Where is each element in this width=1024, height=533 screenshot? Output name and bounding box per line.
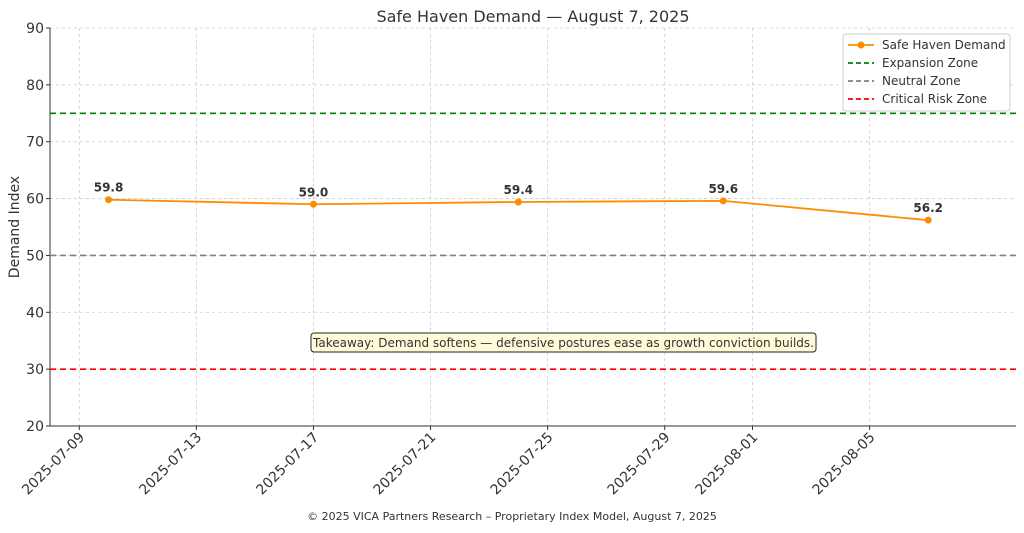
data-label: 59.6 bbox=[708, 182, 738, 196]
y-tick-label: 90 bbox=[26, 21, 44, 37]
series: 59.8 59.0 59.4 59.6 56.2 bbox=[94, 181, 943, 224]
x-tick-label: 2025-07-09 bbox=[19, 430, 88, 499]
chart-title: Safe Haven Demand — August 7, 2025 bbox=[376, 7, 689, 26]
y-axis-label: Demand Index bbox=[7, 176, 23, 278]
legend-label: Safe Haven Demand bbox=[882, 38, 1006, 52]
x-tick-label: 2025-07-13 bbox=[136, 430, 205, 499]
data-point bbox=[309, 200, 317, 208]
footer-credit: © 2025 VICA Partners Research – Propriet… bbox=[307, 510, 717, 523]
legend-box bbox=[842, 33, 1011, 112]
x-tick-label: 2025-07-29 bbox=[605, 430, 674, 499]
data-point bbox=[924, 216, 932, 224]
y-tick-label: 70 bbox=[26, 135, 44, 151]
y-tick-label: 50 bbox=[26, 248, 44, 264]
x-tick-label: 2025-07-25 bbox=[488, 430, 557, 499]
y-tick-label: 30 bbox=[26, 362, 44, 378]
x-tick-label: 2025-07-17 bbox=[253, 430, 322, 499]
annotation-box bbox=[310, 332, 817, 353]
reference-lines bbox=[50, 112, 1016, 370]
data-point bbox=[105, 196, 113, 204]
legend-marker bbox=[857, 41, 865, 49]
x-tick-label: 2025-07-21 bbox=[371, 430, 440, 499]
y-tick-label: 40 bbox=[26, 305, 44, 321]
data-label: 59.8 bbox=[94, 181, 124, 195]
annotation-text: Takeaway: Demand softens — defensive pos… bbox=[312, 336, 814, 350]
legend-label: Expansion Zone bbox=[882, 56, 978, 70]
x-tick-label: 2025-08-01 bbox=[693, 430, 762, 499]
legend-label: Neutral Zone bbox=[882, 74, 961, 88]
data-point bbox=[514, 198, 522, 206]
legend: Safe Haven Demand Expansion Zone Neutral Z… bbox=[842, 33, 1011, 112]
annotation: Takeaway: Demand softens — defensive pos… bbox=[310, 332, 817, 353]
data-label: 56.2 bbox=[913, 201, 943, 215]
data-point bbox=[719, 197, 727, 205]
legend-label: Critical Risk Zone bbox=[882, 92, 987, 106]
x-tick-label: 2025-08-05 bbox=[810, 430, 879, 499]
data-label: 59.4 bbox=[504, 183, 534, 197]
data-label: 59.0 bbox=[299, 185, 329, 199]
y-tick-label: 60 bbox=[26, 192, 44, 208]
y-tick-label: 20 bbox=[26, 419, 44, 435]
y-tick-label: 80 bbox=[26, 78, 44, 94]
